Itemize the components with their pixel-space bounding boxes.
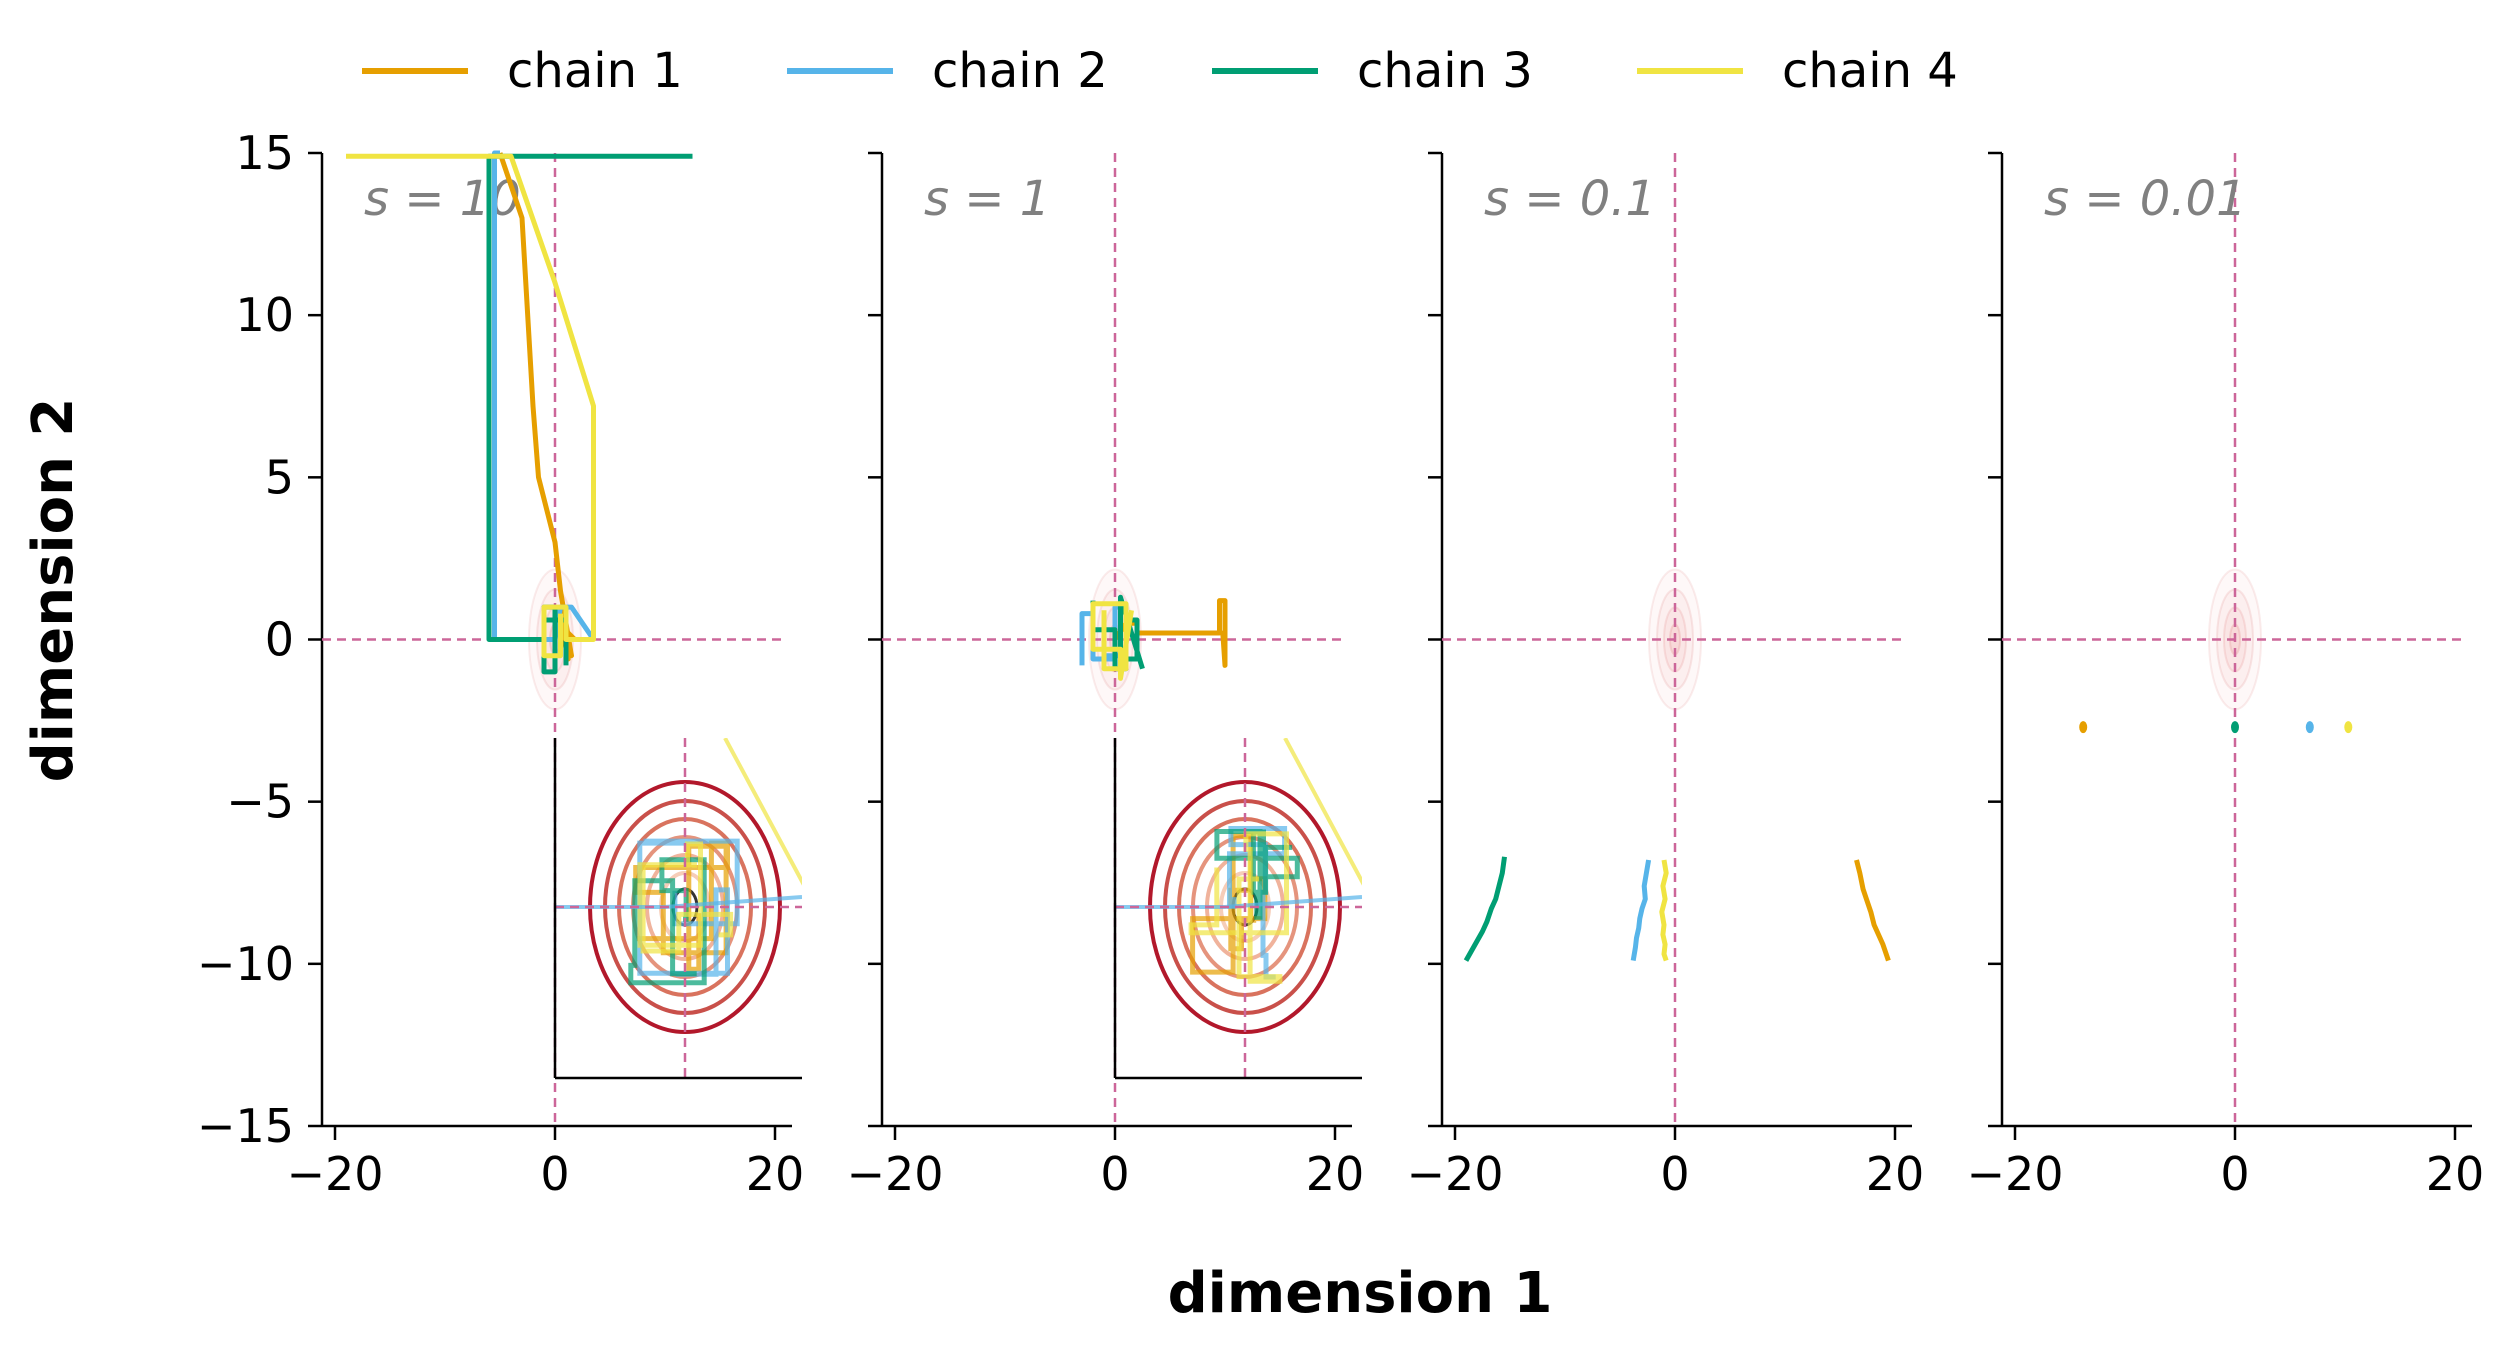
y-tick-label: 10 xyxy=(235,288,294,342)
x-tick-label: 20 xyxy=(1306,1147,1365,1201)
panel-4: −20 0 20 s = 0.01 xyxy=(1966,151,2485,1201)
panel-2: −20 0 20 s = 1 xyxy=(846,151,1365,1201)
panel-annotation: s = 0.1 xyxy=(1484,171,1656,227)
series-line xyxy=(492,150,596,642)
x-tick-label: 20 xyxy=(746,1147,805,1201)
inset-content xyxy=(555,738,802,1034)
x-axis-label: dimension 1 xyxy=(1168,1261,1553,1326)
x-tick-label: −20 xyxy=(286,1147,383,1201)
inset-series-line xyxy=(637,841,734,954)
x-tick-label: −20 xyxy=(1406,1147,1503,1201)
data-point xyxy=(2079,721,2088,734)
panel-1: −15 −10 −5 0 5 10 15 −20 0 20 s = 10 xyxy=(197,126,805,1201)
series-line xyxy=(486,153,693,675)
legend-label: chain 1 xyxy=(507,43,683,99)
legend-label: chain 4 xyxy=(1782,43,1958,99)
y-axis-label: dimension 2 xyxy=(21,398,86,783)
y-tick-label: 0 xyxy=(265,613,294,667)
x-tick-label: −20 xyxy=(846,1147,943,1201)
panel-annotation: s = 10 xyxy=(364,171,521,227)
data-point xyxy=(2344,721,2353,734)
series-line xyxy=(1854,859,1891,962)
series-line xyxy=(1630,859,1652,962)
inset-zoom xyxy=(553,738,802,1080)
x-tick-label: 0 xyxy=(1660,1147,1689,1201)
x-tick-label: 20 xyxy=(1866,1147,1925,1201)
y-tick-label: 5 xyxy=(265,450,294,504)
panel-3: −20 0 20 s = 0.1 xyxy=(1406,151,1925,1201)
series-line xyxy=(346,153,596,659)
x-tick-label: 0 xyxy=(1100,1147,1129,1201)
inset-series-line xyxy=(1227,826,1288,980)
data-point xyxy=(2231,721,2239,734)
inset-zoom xyxy=(1113,738,1362,1080)
x-tick-label: −20 xyxy=(1966,1147,2063,1201)
panel-annotation: s = 1 xyxy=(924,171,1050,227)
series-line xyxy=(1090,601,1134,681)
legend-label: chain 2 xyxy=(932,43,1108,99)
legend-label: chain 3 xyxy=(1357,43,1533,99)
series-line xyxy=(1463,856,1507,962)
panel-annotation: s = 0.01 xyxy=(2044,171,2247,227)
y-tick-label: 15 xyxy=(235,126,294,180)
x-tick-label: 0 xyxy=(2220,1147,2249,1201)
y-tick-label: −15 xyxy=(197,1099,294,1153)
y-tick-label: −10 xyxy=(197,937,294,991)
data-point xyxy=(2305,721,2314,734)
inset-series-line xyxy=(723,738,802,886)
inset-series-line xyxy=(637,838,740,977)
inset-series-line xyxy=(1214,829,1300,920)
legend: chain 1 chain 2 chain 3 chain 4 xyxy=(362,43,1958,99)
x-tick-label: 0 xyxy=(540,1147,569,1201)
series-line xyxy=(1659,859,1669,962)
x-tick-label: 20 xyxy=(2426,1147,2485,1201)
y-tick-label: −5 xyxy=(226,775,294,829)
inset-content xyxy=(1115,738,1362,1034)
inset-series-line xyxy=(1283,738,1362,886)
